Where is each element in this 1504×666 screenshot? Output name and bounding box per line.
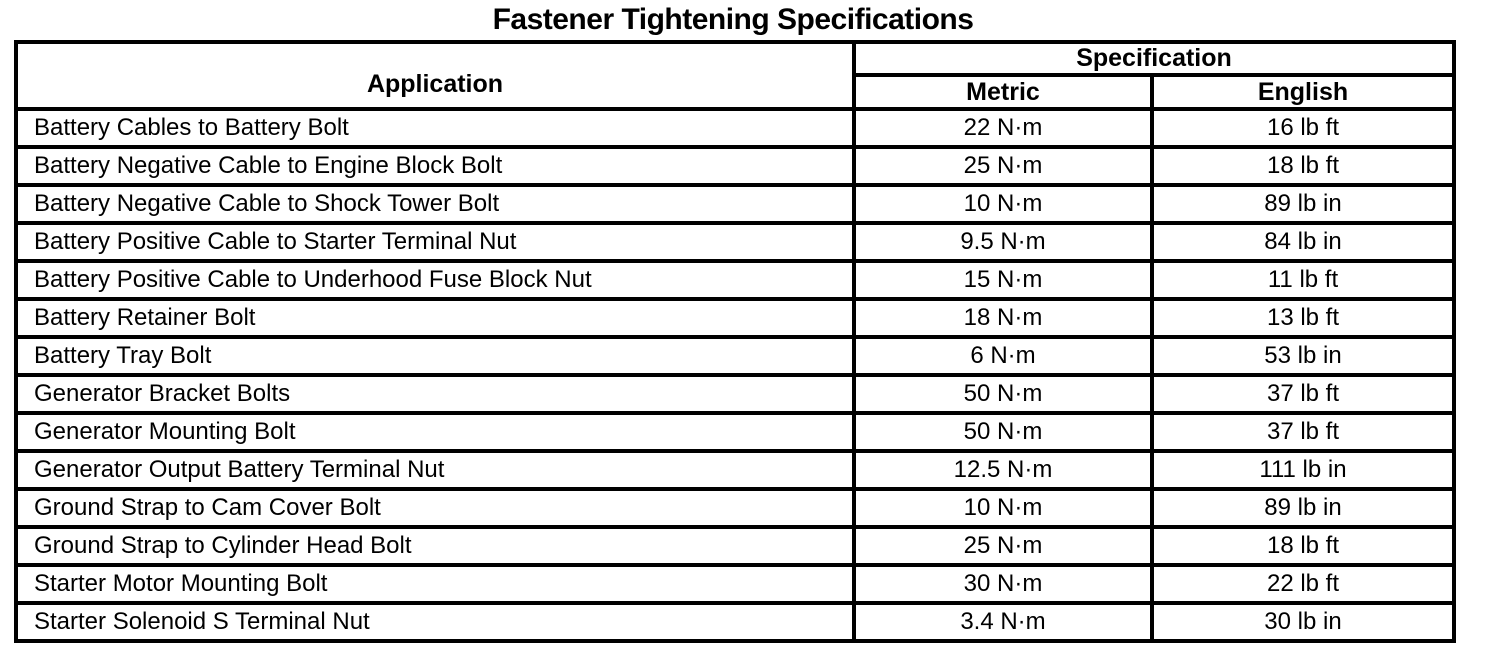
application-cell: Generator Mounting Bolt xyxy=(14,411,856,453)
metric-value-cell: 30 N·m xyxy=(852,563,1154,605)
metric-value-cell: 10 N·m xyxy=(852,183,1154,225)
table-row: Generator Output Battery Terminal Nut 12… xyxy=(14,449,1456,491)
english-value-cell: 18 lb ft xyxy=(1150,525,1456,567)
english-value-cell: 37 lb ft xyxy=(1150,373,1456,415)
table-row: Battery Negative Cable to Engine Block B… xyxy=(14,145,1456,187)
application-cell: Battery Cables to Battery Bolt xyxy=(14,107,856,149)
english-value-cell: 84 lb in xyxy=(1150,221,1456,263)
table-row: Battery Negative Cable to Shock Tower Bo… xyxy=(14,183,1456,225)
english-value-cell: 89 lb in xyxy=(1150,183,1456,225)
metric-value-cell: 9.5 N·m xyxy=(852,221,1154,263)
metric-value-cell: 18 N·m xyxy=(852,297,1154,339)
table-row: Battery Positive Cable to Underhood Fuse… xyxy=(14,259,1456,301)
table-row: Battery Cables to Battery Bolt 22 N·m 16… xyxy=(14,107,1456,149)
table-row: Battery Retainer Bolt 18 N·m 13 lb ft xyxy=(14,297,1456,339)
header-row-specification: Application Specification xyxy=(14,40,1456,111)
english-value-cell: 18 lb ft xyxy=(1150,145,1456,187)
metric-value-cell: 50 N·m xyxy=(852,373,1154,415)
application-cell: Battery Retainer Bolt xyxy=(14,297,856,339)
metric-value-cell: 10 N·m xyxy=(852,487,1154,529)
application-cell: Generator Output Battery Terminal Nut xyxy=(14,449,856,491)
spec-table-header: Application Specification Metric English xyxy=(14,40,1456,111)
metric-value-cell: 25 N·m xyxy=(852,145,1154,187)
metric-value-cell: 6 N·m xyxy=(852,335,1154,377)
scanned-page: Fastener Tightening Specifications Appli… xyxy=(14,0,1456,643)
application-cell: Starter Motor Mounting Bolt xyxy=(14,563,856,605)
application-cell: Battery Negative Cable to Engine Block B… xyxy=(14,145,856,187)
column-header-metric: Metric xyxy=(852,73,1154,111)
english-value-cell: 53 lb in xyxy=(1150,335,1456,377)
page-title: Fastener Tightening Specifications xyxy=(492,3,974,36)
english-value-cell: 16 lb ft xyxy=(1150,107,1456,149)
table-row: Battery Positive Cable to Starter Termin… xyxy=(14,221,1456,263)
english-value-cell: 89 lb in xyxy=(1150,487,1456,529)
table-row: Starter Solenoid S Terminal Nut 3.4 N·m … xyxy=(14,601,1456,643)
application-cell: Generator Bracket Bolts xyxy=(14,373,856,415)
table-row: Battery Tray Bolt 6 N·m 53 lb in xyxy=(14,335,1456,377)
application-cell: Battery Negative Cable to Shock Tower Bo… xyxy=(14,183,856,225)
column-header-specification: Specification xyxy=(852,40,1456,77)
english-value-cell: 11 lb ft xyxy=(1150,259,1456,301)
english-value-cell: 22 lb ft xyxy=(1150,563,1456,605)
table-row: Generator Bracket Bolts 50 N·m 37 lb ft xyxy=(14,373,1456,415)
application-cell: Battery Positive Cable to Underhood Fuse… xyxy=(14,259,856,301)
fastener-spec-table: Application Specification Metric English… xyxy=(14,40,1456,643)
table-row: Ground Strap to Cam Cover Bolt 10 N·m 89… xyxy=(14,487,1456,529)
application-cell: Battery Positive Cable to Starter Termin… xyxy=(14,221,856,263)
english-value-cell: 111 lb in xyxy=(1150,449,1456,491)
english-value-cell: 13 lb ft xyxy=(1150,297,1456,339)
metric-value-cell: 12.5 N·m xyxy=(852,449,1154,491)
table-row: Generator Mounting Bolt 50 N·m 37 lb ft xyxy=(14,411,1456,453)
table-row: Ground Strap to Cylinder Head Bolt 25 N·… xyxy=(14,525,1456,567)
metric-value-cell: 15 N·m xyxy=(852,259,1154,301)
application-cell: Ground Strap to Cylinder Head Bolt xyxy=(14,525,856,567)
application-cell: Battery Tray Bolt xyxy=(14,335,856,377)
metric-value-cell: 22 N·m xyxy=(852,107,1154,149)
metric-value-cell: 3.4 N·m xyxy=(852,601,1154,643)
table-row: Starter Motor Mounting Bolt 30 N·m 22 lb… xyxy=(14,563,1456,605)
spec-table-body: Battery Cables to Battery Bolt 22 N·m 16… xyxy=(14,107,1456,643)
column-header-english: English xyxy=(1150,73,1456,111)
application-cell: Ground Strap to Cam Cover Bolt xyxy=(14,487,856,529)
column-header-application: Application xyxy=(14,40,856,111)
application-cell: Starter Solenoid S Terminal Nut xyxy=(14,601,856,643)
english-value-cell: 30 lb in xyxy=(1150,601,1456,643)
metric-value-cell: 25 N·m xyxy=(852,525,1154,567)
english-value-cell: 37 lb ft xyxy=(1150,411,1456,453)
header-row-units: Metric English xyxy=(16,73,1456,111)
metric-value-cell: 50 N·m xyxy=(852,411,1154,453)
